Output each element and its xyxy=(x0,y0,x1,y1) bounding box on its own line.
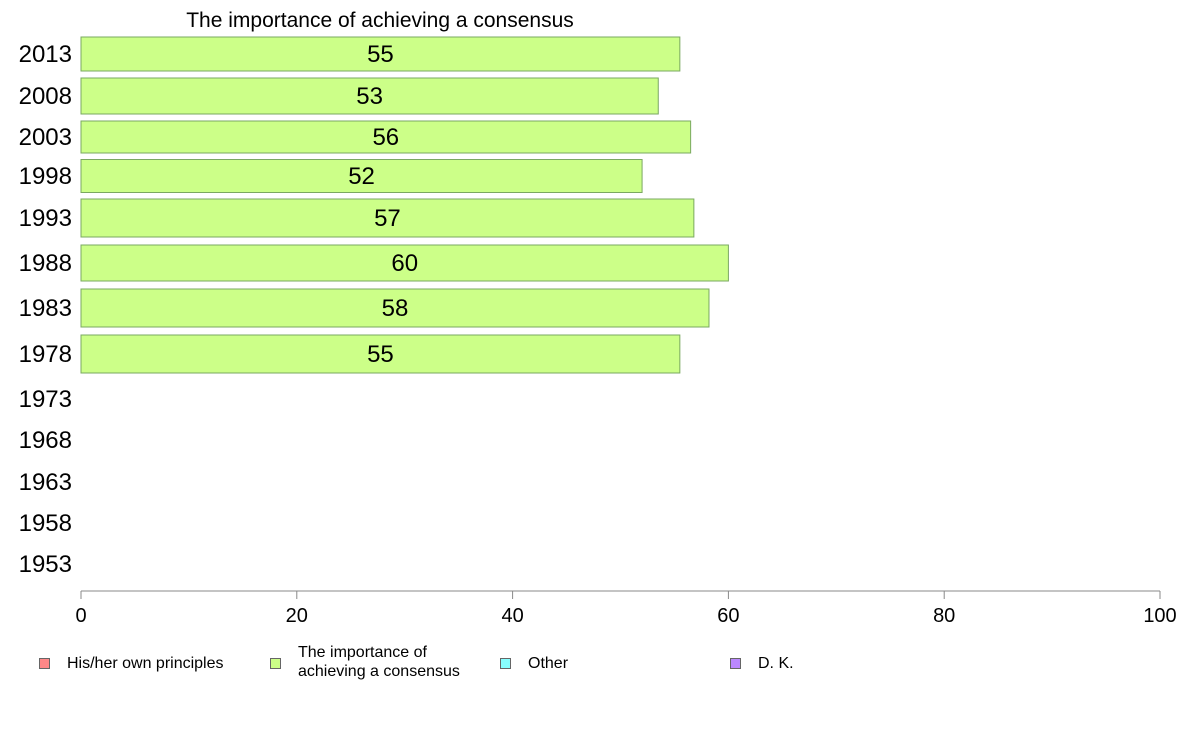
y-tick-label: 1958 xyxy=(19,510,72,537)
x-tick-label: 80 xyxy=(933,605,955,627)
bars-layer: 55 53 56 52 57 60 58 55 xyxy=(80,36,729,374)
bar xyxy=(80,198,695,238)
legend-item-dk: D. K. xyxy=(730,654,794,673)
bar-value-label: 55 xyxy=(367,41,394,68)
bar xyxy=(80,36,681,72)
x-tick-label: 100 xyxy=(1143,605,1176,627)
x-tick-label: 0 xyxy=(75,605,86,627)
bar xyxy=(80,288,710,328)
bar xyxy=(80,159,643,193)
bar-value-label: 52 xyxy=(348,163,375,190)
x-tick-label: 60 xyxy=(717,605,739,627)
bar-value-label: 53 xyxy=(356,83,383,110)
bar-value-label: 60 xyxy=(391,250,418,277)
legend-swatch-other xyxy=(500,658,511,669)
y-tick-label: 1978 xyxy=(19,341,72,368)
y-tick-label: 2003 xyxy=(19,124,72,151)
bar xyxy=(80,120,692,154)
bar xyxy=(80,244,729,282)
bar-value-label: 55 xyxy=(367,341,394,368)
x-tick-label: 40 xyxy=(501,605,523,627)
bar-value-label: 58 xyxy=(382,295,409,322)
legend-item-other: Other xyxy=(500,654,568,673)
y-tick-label: 1998 xyxy=(19,163,72,190)
y-tick-label: 2008 xyxy=(19,83,72,110)
legend-label: The importance of achieving a consensus xyxy=(298,644,460,680)
y-tick-label: 1968 xyxy=(19,427,72,454)
legend-swatch-principles xyxy=(39,658,50,669)
y-tick-label: 2013 xyxy=(19,41,72,68)
y-tick-label: 1963 xyxy=(19,469,72,496)
chart-title: The importance of achieving a consensus xyxy=(186,9,574,32)
x-tick-label: 20 xyxy=(286,605,308,627)
legend-label: D. K. xyxy=(758,655,794,672)
y-tick-label: 1993 xyxy=(19,205,72,232)
bar-value-label: 57 xyxy=(374,205,401,232)
y-tick-label: 1988 xyxy=(19,250,72,277)
bar xyxy=(80,77,659,115)
legend-item-consensus: The importance of achieving a consensus xyxy=(270,643,498,681)
legend-swatch-dk xyxy=(730,658,741,669)
y-tick-label: 1973 xyxy=(19,386,72,413)
bar xyxy=(80,334,681,374)
legend: His/her own principles The importance of… xyxy=(0,640,1188,700)
legend-swatch-consensus xyxy=(270,658,281,669)
bar-value-label: 56 xyxy=(372,124,399,151)
legend-item-principles: His/her own principles xyxy=(39,654,224,673)
x-axis: 0 20 40 60 80 100 xyxy=(75,590,1177,627)
legend-label: Other xyxy=(528,655,569,672)
y-axis-labels: 2013 2008 2003 1998 1993 1988 1983 1978 1973 1968… xyxy=(19,41,72,578)
legend-label: His/her own principles xyxy=(67,655,224,672)
y-tick-label: 1953 xyxy=(19,551,72,578)
y-tick-label: 1983 xyxy=(19,295,72,322)
